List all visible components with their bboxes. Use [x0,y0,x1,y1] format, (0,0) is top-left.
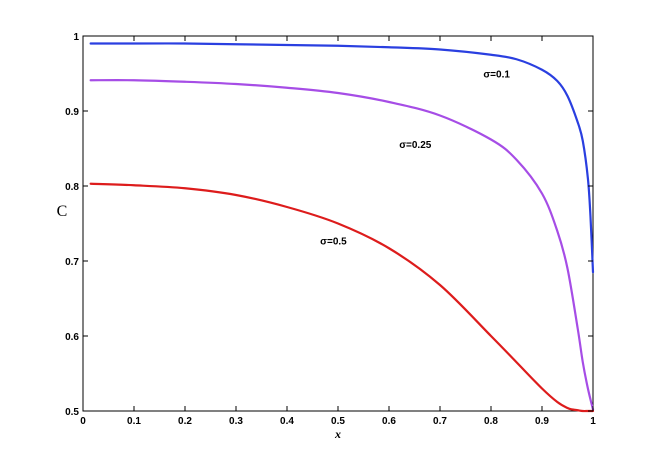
series-layer [89,42,595,413]
x-tick-label: 0.2 [178,416,192,427]
series-line-2 [89,79,595,411]
series-line-3 [89,182,595,413]
x-axis-label: x [334,427,341,441]
x-tick-label: 0.4 [280,416,294,427]
x-tick-label: 0.1 [127,416,141,427]
series-annotation-3: σ=0.5 [320,237,347,248]
series-line-1 [89,42,595,274]
x-tick-label: 0 [80,416,86,427]
y-axis-label: C [57,203,68,220]
y-tick-label: 0.7 [65,257,79,268]
y-tick-label: 0.6 [65,332,79,343]
y-tick-label: 0.8 [65,182,79,193]
x-tick-label: 1 [590,416,596,427]
series-annotation-2: σ=0.25 [399,140,432,151]
x-tick-label: 0.9 [535,416,549,427]
x-tick-label: 0.5 [331,416,345,427]
y-tick-label: 0.9 [65,107,79,118]
x-tick-label: 0.6 [382,416,396,427]
y-tick-label: 0.5 [65,407,79,418]
ticks-layer: 0 0.1 0.2 0.3 0.4 0.5 0.6 0.7 0.8 0.9 1 0.5 0.6 0.7 0.… [65,32,596,427]
y-tick-label: 1 [73,32,79,43]
x-tick-label: 0.8 [484,416,498,427]
x-tick-label: 0.3 [229,416,243,427]
x-tick-label: 0.7 [433,416,447,427]
series-annotation-1: σ=0.1 [483,69,510,80]
annotations-layer: σ=0.1 σ=0.25 σ=0.5 [320,69,510,247]
